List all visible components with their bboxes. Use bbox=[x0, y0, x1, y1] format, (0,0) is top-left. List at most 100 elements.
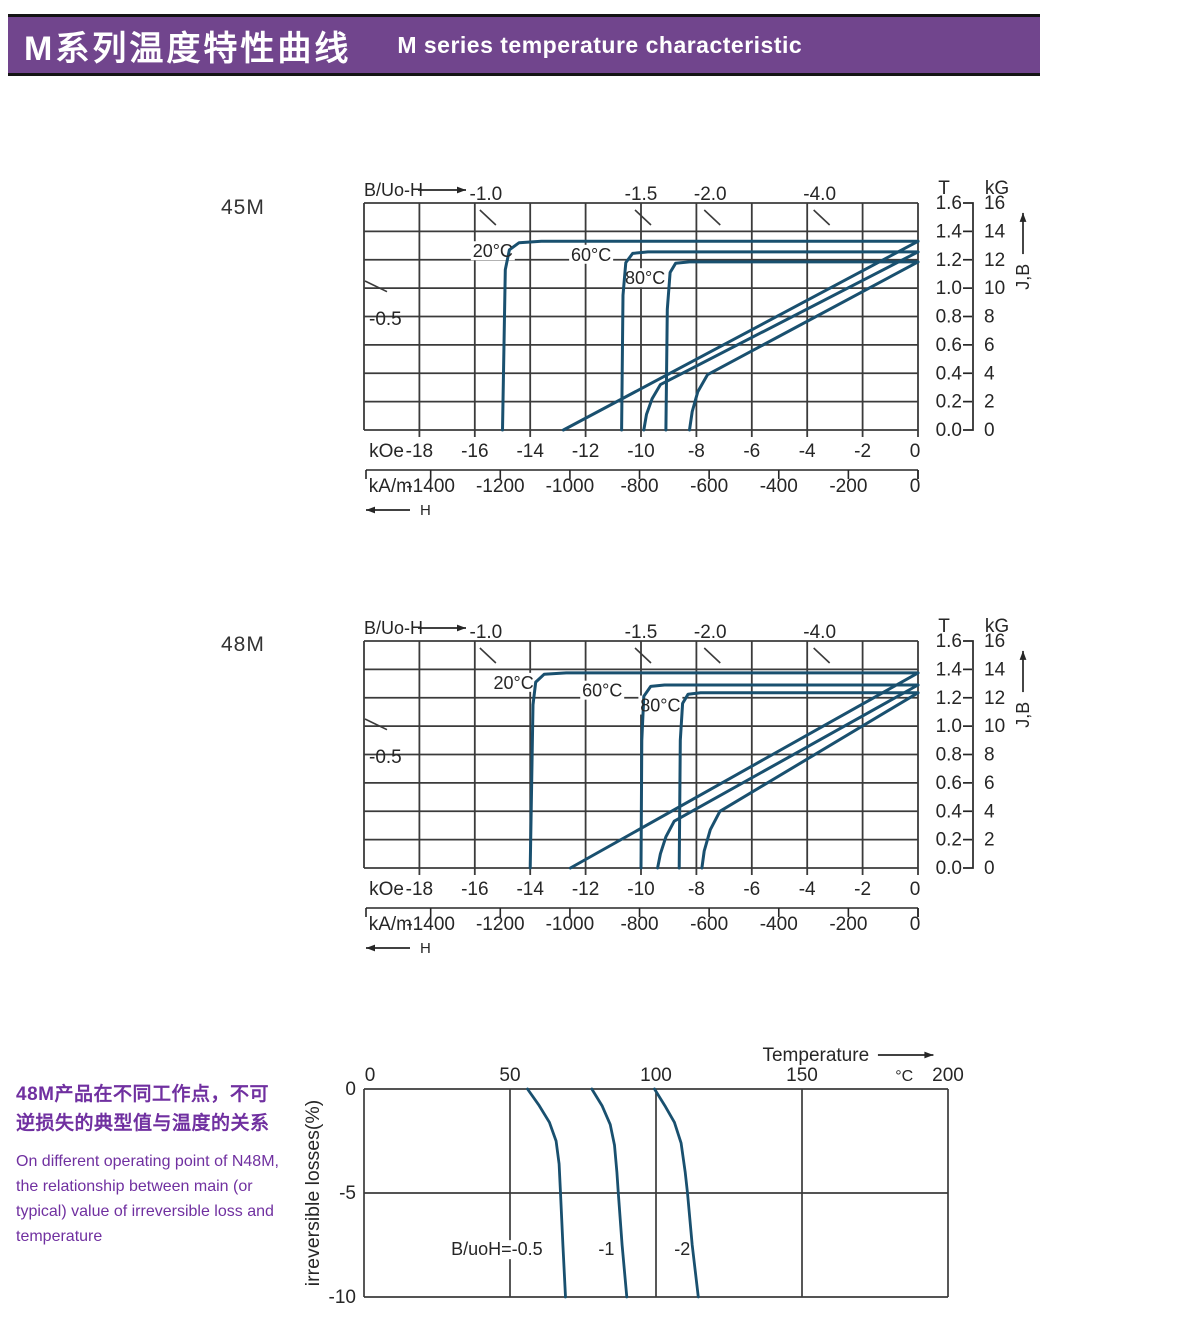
curve-80°C-B bbox=[700, 691, 920, 870]
svg-text:1.6: 1.6 bbox=[936, 631, 962, 652]
svg-text:0.6: 0.6 bbox=[936, 773, 962, 794]
jb-axis-label: J,B bbox=[1013, 264, 1033, 290]
h-unit-kam: kA/m bbox=[369, 476, 412, 497]
svg-text:-4: -4 bbox=[799, 879, 816, 900]
svg-text:16: 16 bbox=[984, 631, 1005, 652]
svg-text:0: 0 bbox=[910, 879, 921, 900]
svg-text:0: 0 bbox=[345, 1079, 356, 1100]
load-line-label: -2.0 bbox=[694, 184, 727, 205]
svg-text:0: 0 bbox=[910, 476, 921, 497]
svg-text:0.4: 0.4 bbox=[936, 801, 963, 822]
grade-label-48m: 48M bbox=[221, 633, 265, 656]
svg-text:0: 0 bbox=[910, 441, 921, 462]
load-line-label: -1.0 bbox=[470, 622, 503, 643]
svg-text:10: 10 bbox=[984, 716, 1005, 737]
svg-text:-12: -12 bbox=[572, 879, 599, 900]
curve-60°C-B bbox=[642, 250, 920, 432]
grade-label-45m: 45M bbox=[221, 196, 265, 219]
load-line-label: -1.5 bbox=[625, 622, 658, 643]
svg-text:-800: -800 bbox=[621, 914, 659, 935]
svg-text:14: 14 bbox=[984, 659, 1006, 680]
b-unit-kg: kG bbox=[985, 178, 1009, 199]
svg-text:1.0: 1.0 bbox=[936, 278, 962, 299]
svg-text:6: 6 bbox=[984, 773, 995, 794]
svg-text:-8: -8 bbox=[688, 879, 705, 900]
svg-text:-400: -400 bbox=[760, 476, 798, 497]
temp-label: 60°C bbox=[571, 245, 611, 265]
svg-text:1.2: 1.2 bbox=[936, 250, 962, 271]
b-unit-kg: kG bbox=[985, 616, 1009, 637]
loss-curve-label: -2 bbox=[674, 1239, 690, 1259]
h-arrow-label: H bbox=[420, 502, 431, 519]
kam-scale bbox=[365, 469, 919, 479]
svg-text:1.4: 1.4 bbox=[936, 659, 963, 680]
svg-text:12: 12 bbox=[984, 250, 1005, 271]
svg-text:100: 100 bbox=[640, 1065, 672, 1086]
h-unit-kam: kA/m bbox=[369, 914, 412, 935]
svg-text:0: 0 bbox=[984, 858, 995, 879]
b-unit-t: T bbox=[938, 178, 950, 199]
svg-text:8: 8 bbox=[984, 307, 995, 328]
h-arrow-label: H bbox=[420, 940, 431, 957]
svg-text:-14: -14 bbox=[516, 879, 544, 900]
svg-text:-14: -14 bbox=[516, 441, 544, 462]
svg-text:-800: -800 bbox=[621, 476, 659, 497]
svg-text:8: 8 bbox=[984, 745, 995, 766]
curve-60°C-B bbox=[656, 683, 920, 870]
bh-axis-label: B/Uo-H bbox=[364, 180, 423, 200]
svg-text:-8: -8 bbox=[688, 441, 705, 462]
svg-text:-16: -16 bbox=[461, 879, 488, 900]
svg-text:-16: -16 bbox=[461, 441, 488, 462]
svg-text:0.2: 0.2 bbox=[936, 392, 962, 413]
svg-text:-200: -200 bbox=[829, 476, 867, 497]
curve-20°C-B bbox=[568, 671, 920, 870]
svg-text:0.8: 0.8 bbox=[936, 307, 962, 328]
temp-label: 20°C bbox=[493, 673, 533, 693]
svg-text:1.4: 1.4 bbox=[936, 221, 963, 242]
svg-text:-1000: -1000 bbox=[546, 476, 595, 497]
loss-description-en-3: typical) value of irreversible loss and bbox=[16, 1203, 274, 1220]
svg-text:50: 50 bbox=[499, 1065, 520, 1086]
svg-text:-10: -10 bbox=[627, 879, 654, 900]
svg-text:-400: -400 bbox=[760, 914, 798, 935]
svg-text:10: 10 bbox=[984, 278, 1005, 299]
svg-text:-1200: -1200 bbox=[476, 476, 525, 497]
jb-axis-label: J,B bbox=[1013, 702, 1033, 728]
svg-text:16: 16 bbox=[984, 193, 1005, 214]
svg-text:-6: -6 bbox=[743, 441, 760, 462]
svg-text:0: 0 bbox=[365, 1065, 376, 1086]
svg-text:2: 2 bbox=[984, 830, 995, 851]
loss-curve--1 bbox=[590, 1087, 629, 1299]
svg-text:-4: -4 bbox=[799, 441, 816, 462]
grid bbox=[363, 202, 919, 437]
svg-text:-18: -18 bbox=[406, 879, 433, 900]
header-bar: M系列温度特性曲线 M series temperature character… bbox=[8, 14, 1040, 76]
svg-text:200: 200 bbox=[932, 1065, 964, 1086]
bh-axis-label: B/Uo-H bbox=[364, 618, 423, 638]
loss-description: 48M产品在不同工作点，不可 逆损失的典型值与温度的关系 On differen… bbox=[16, 1080, 326, 1249]
curve-20°C-J bbox=[528, 671, 920, 870]
curve-60°C-J bbox=[620, 250, 920, 432]
curve-60°C-J bbox=[639, 683, 920, 870]
curves bbox=[501, 239, 920, 432]
svg-text:0.8: 0.8 bbox=[936, 745, 962, 766]
svg-text:1.6: 1.6 bbox=[936, 193, 962, 214]
temp-label: 60°C bbox=[582, 681, 622, 701]
svg-text:0.6: 0.6 bbox=[936, 335, 962, 356]
svg-text:4: 4 bbox=[984, 363, 995, 384]
load-line-label: -2.0 bbox=[694, 622, 727, 643]
loss-curve-label: -1 bbox=[598, 1239, 614, 1259]
loss-description-en-2: the relationship between main (or bbox=[16, 1178, 253, 1195]
svg-text:0.2: 0.2 bbox=[936, 830, 962, 851]
svg-text:-6: -6 bbox=[743, 879, 760, 900]
load-line-label: -1.0 bbox=[470, 184, 503, 205]
temp-label: 80°C bbox=[625, 268, 665, 288]
irreversible-loss-chart: Temperature 0 50 100 150 200 °C 0 -5 -10irreversi… bbox=[302, 1045, 964, 1308]
svg-text:-10: -10 bbox=[627, 441, 654, 462]
svg-text:0.4: 0.4 bbox=[936, 363, 963, 384]
page-title-en: M series temperature characteristic bbox=[397, 31, 803, 58]
curves bbox=[528, 671, 920, 870]
load-line-label: -1.5 bbox=[625, 184, 658, 205]
svg-text:-12: -12 bbox=[572, 441, 599, 462]
